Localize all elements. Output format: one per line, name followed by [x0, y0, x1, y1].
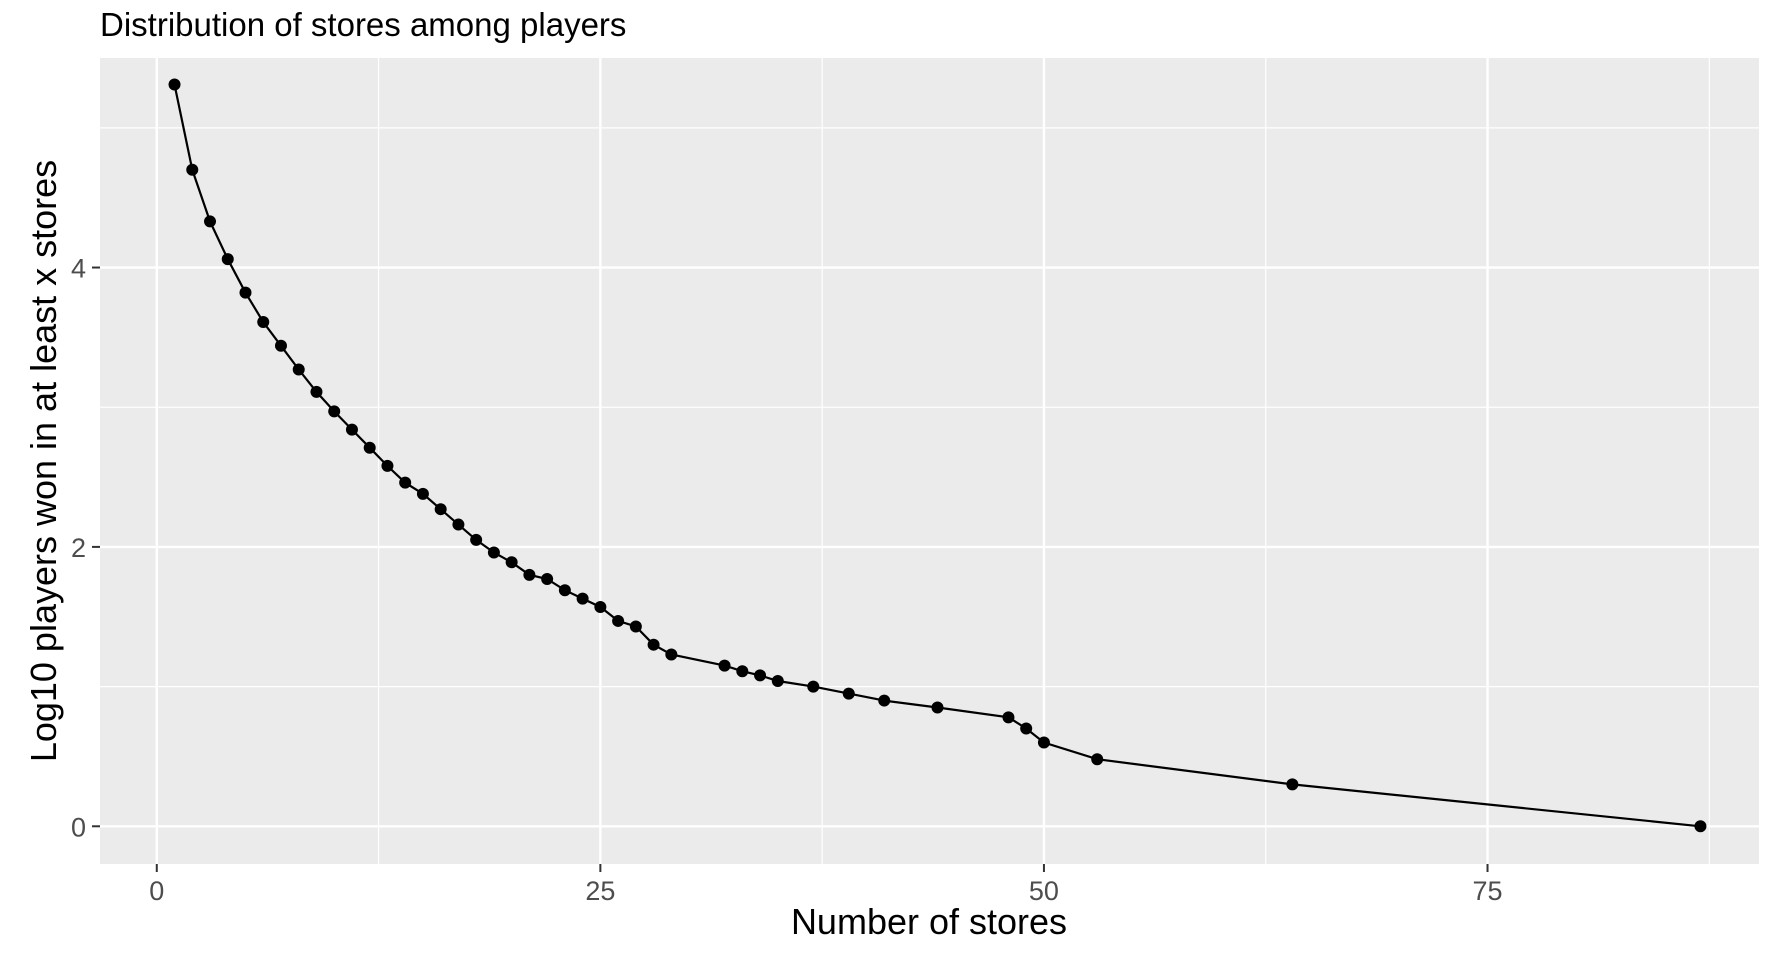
data-point: [186, 163, 199, 176]
y-axis-title: Log10 players won in at least x stores: [23, 160, 64, 762]
data-point: [221, 253, 234, 266]
data-point: [647, 638, 660, 651]
data-point: [505, 556, 518, 569]
data-point: [842, 687, 855, 700]
x-tick-label: 0: [149, 876, 164, 906]
x-axis: 0 25 50 75: [149, 864, 1503, 906]
data-point: [1020, 722, 1033, 735]
grid-lines: [100, 58, 1759, 864]
data-point: [754, 669, 767, 682]
y-tick-label: 4: [71, 254, 86, 284]
data-point: [931, 701, 944, 714]
data-point: [399, 476, 412, 489]
data-point: [807, 680, 820, 693]
data-point: [1091, 753, 1104, 766]
data-point: [558, 584, 571, 597]
data-point: [523, 568, 536, 581]
data-point: [168, 78, 181, 91]
data-point: [239, 286, 252, 299]
data-point: [416, 487, 429, 500]
data-point: [274, 339, 287, 352]
data-point: [292, 363, 305, 376]
plot-panel: [100, 58, 1759, 864]
data-point: [612, 614, 625, 627]
data-point: [718, 659, 731, 672]
data-point: [434, 503, 447, 516]
data-point: [771, 675, 784, 688]
data-point: [470, 533, 483, 546]
data-point: [541, 573, 554, 586]
y-tick-label: 0: [71, 812, 86, 842]
y-tick-label: 2: [71, 533, 86, 563]
data-point: [345, 423, 358, 436]
data-point: [576, 592, 589, 605]
data-point: [665, 648, 678, 661]
data-point: [487, 546, 500, 559]
data-point: [1002, 711, 1015, 724]
x-tick-label: 25: [585, 876, 615, 906]
chart-title: Distribution of stores among players: [100, 6, 626, 43]
data-point: [363, 441, 376, 454]
data-point: [1037, 736, 1050, 749]
data-point: [381, 459, 394, 472]
data-point: [204, 215, 217, 228]
data-series: [168, 78, 1707, 833]
y-axis: 0 2 4: [71, 254, 100, 842]
x-tick-label: 50: [1029, 876, 1059, 906]
data-point: [1286, 778, 1299, 791]
data-point: [629, 620, 642, 633]
data-point: [1694, 820, 1707, 833]
data-point: [328, 405, 341, 418]
data-point: [736, 665, 749, 678]
data-point: [310, 385, 323, 398]
x-tick-label: 75: [1473, 876, 1503, 906]
data-point: [594, 600, 607, 613]
data-point: [452, 518, 465, 531]
data-point: [878, 694, 891, 707]
data-point: [257, 316, 270, 329]
x-axis-title: Number of stores: [791, 901, 1067, 942]
